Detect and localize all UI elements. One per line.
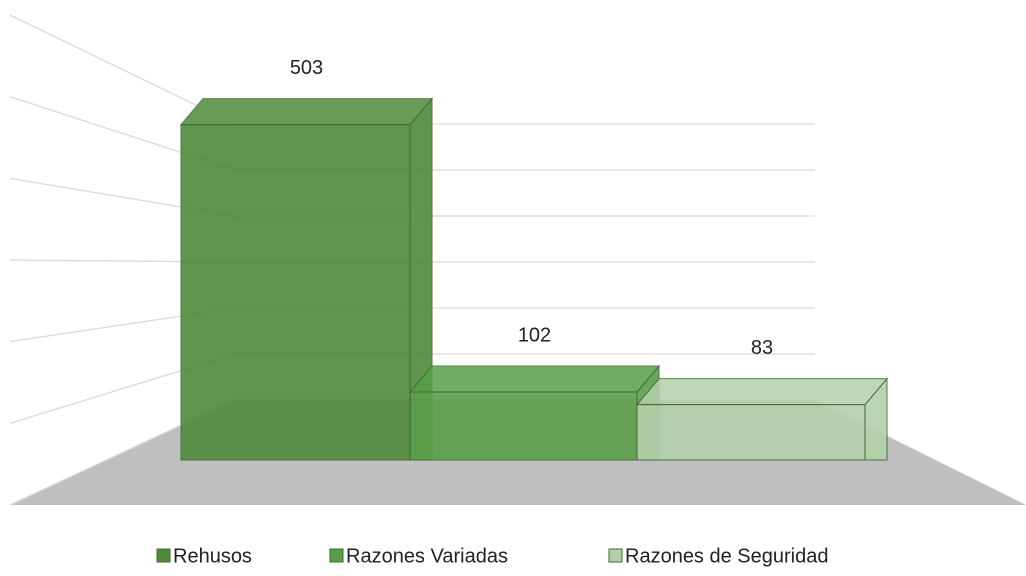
bar <box>635 377 889 461</box>
legend-swatch <box>608 548 623 563</box>
legend-swatch <box>329 548 344 563</box>
legend-swatch <box>156 548 171 563</box>
legend-label: Rehusos <box>173 545 252 567</box>
bar-front <box>409 391 638 461</box>
bar-front <box>180 124 411 461</box>
bar <box>179 97 434 461</box>
value-label: 503 <box>290 57 323 79</box>
legend-label: Razones de Seguridad <box>625 545 828 567</box>
bar-top <box>179 98 434 126</box>
bar-top <box>635 378 889 406</box>
bar-front <box>636 404 866 461</box>
bar <box>408 364 661 461</box>
value-label: 102 <box>518 324 551 346</box>
legend-label: Razones Variadas <box>346 545 508 567</box>
bar-top <box>408 365 661 393</box>
value-label: 83 <box>751 337 773 359</box>
